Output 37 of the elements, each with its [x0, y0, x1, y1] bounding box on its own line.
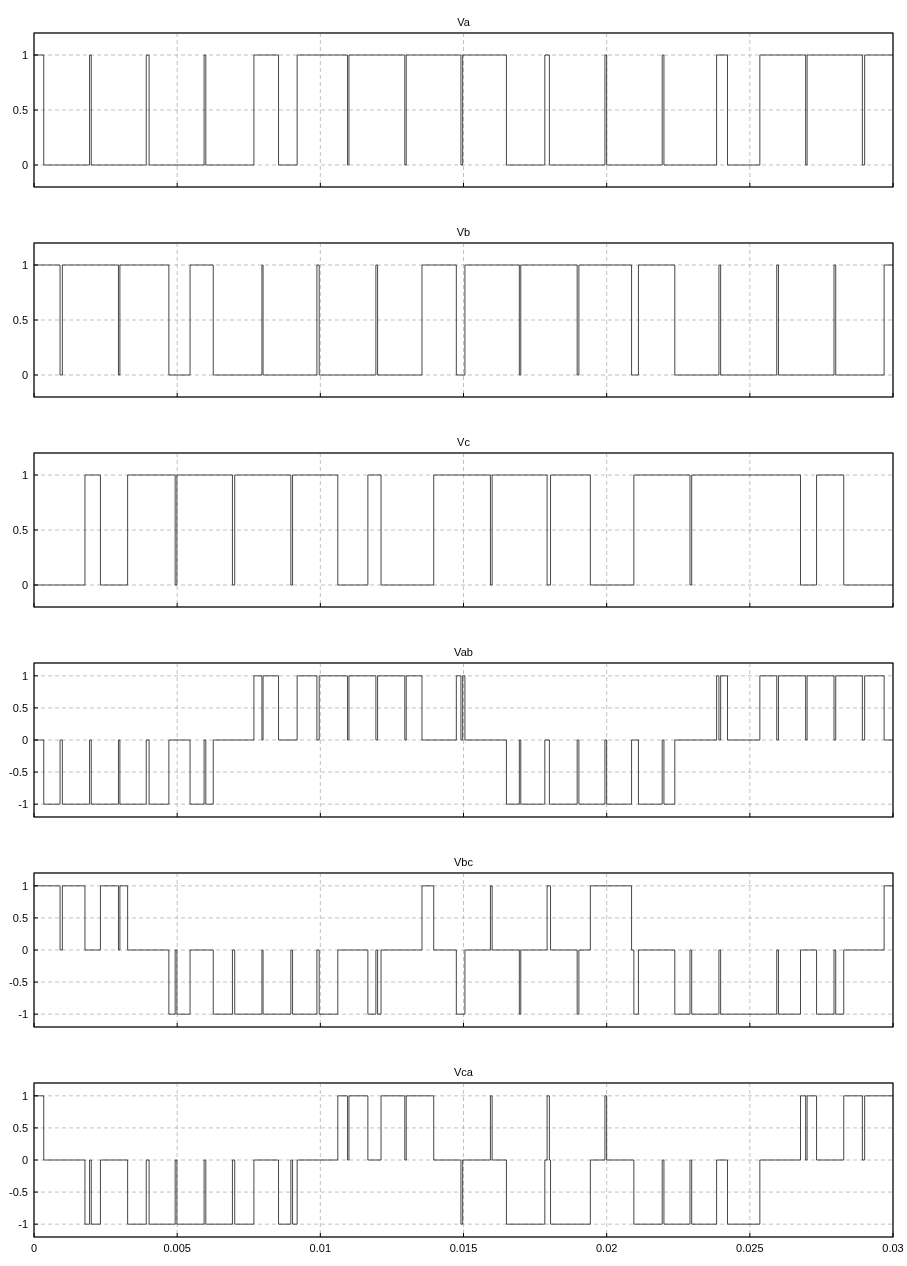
- y-tick-label: -0.5: [9, 765, 28, 778]
- chart-title: Vbc: [454, 856, 474, 868]
- y-tick-label: -0.5: [9, 1185, 28, 1198]
- y-tick-label: 1: [21, 258, 28, 271]
- y-tick-label: -0.5: [9, 975, 28, 988]
- chart-title: Vca: [454, 1066, 474, 1078]
- chart-title: Vb: [456, 226, 471, 238]
- y-tick-label: 0: [21, 158, 28, 171]
- y-tick-label: -1: [18, 798, 28, 811]
- y-tick-label: 1: [21, 468, 28, 481]
- y-tick-label: 0: [21, 1153, 28, 1166]
- chart-title: Vab: [454, 646, 473, 658]
- y-tick-label: 0: [21, 733, 28, 746]
- y-tick-label: 0: [21, 943, 28, 956]
- y-tick-label: 0.5: [12, 911, 28, 924]
- y-tick-label: -1: [18, 1008, 28, 1021]
- y-tick-label: 0: [21, 578, 28, 591]
- y-tick-label: 0.5: [12, 1121, 28, 1134]
- x-tick-label: 0.01: [309, 1242, 332, 1254]
- y-tick-label: -1: [18, 1218, 28, 1231]
- y-tick-label: 1: [21, 879, 28, 892]
- x-tick-label: 0.005: [163, 1242, 191, 1254]
- y-tick-label: 1: [21, 1089, 28, 1102]
- y-tick-label: 0: [21, 368, 28, 381]
- chart-title: Vc: [457, 436, 471, 448]
- x-tick-label: 0.015: [449, 1242, 478, 1254]
- x-tick-label: 0: [30, 1242, 38, 1254]
- y-tick-label: 0.5: [12, 523, 28, 536]
- x-tick-label: 0.03: [882, 1242, 904, 1254]
- y-tick-label: 0.5: [12, 701, 28, 714]
- y-tick-label: 0.5: [12, 313, 28, 326]
- y-tick-label: 0.5: [12, 103, 28, 116]
- chart-title: Va: [457, 16, 471, 28]
- x-tick-label: 0.02: [595, 1242, 618, 1254]
- y-tick-label: 1: [21, 669, 28, 682]
- x-tick-label: 0.025: [736, 1242, 764, 1254]
- y-tick-label: 1: [21, 48, 28, 61]
